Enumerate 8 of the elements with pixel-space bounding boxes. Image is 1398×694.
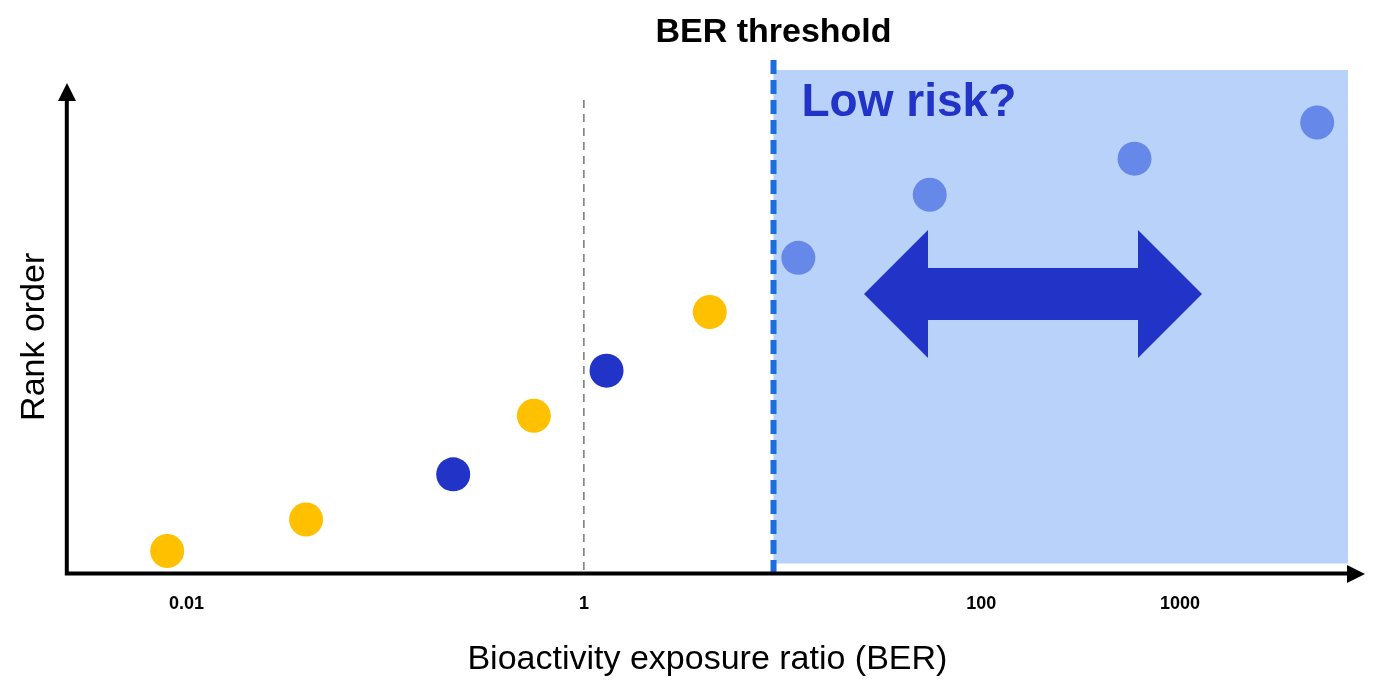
x-tick-label: 100 [966,593,997,614]
ref-line-label: BER threshold [655,11,892,50]
x-tick-label: 1000 [1160,593,1201,614]
x-tick-label: 0.01 [168,593,204,614]
x-tick-label: 1 [578,593,589,614]
annotation: Low risk? [801,73,1017,126]
x-axis-title: Bioactivity exposure ratio (BER) [467,637,948,676]
y-axis-title: Rank order [12,252,51,421]
